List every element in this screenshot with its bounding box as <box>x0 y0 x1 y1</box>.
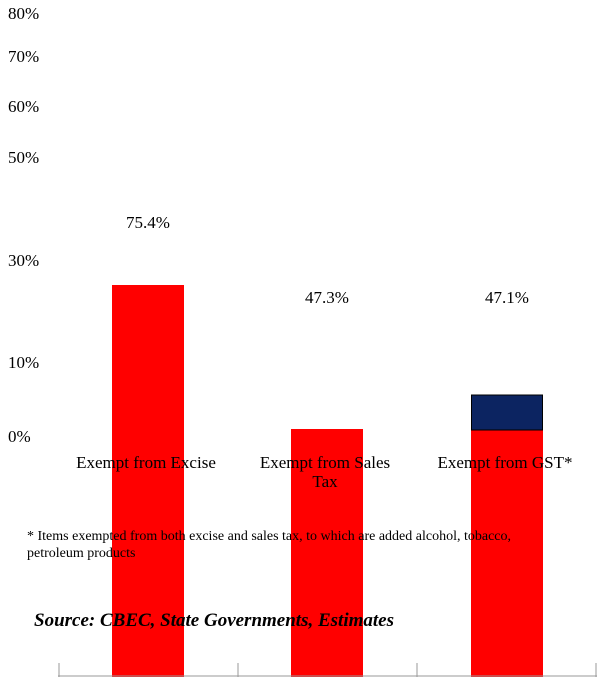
bar-2 <box>291 429 363 677</box>
category-label: Tax <box>312 472 338 491</box>
category-label: Exempt from Sales <box>260 453 390 472</box>
y-tick-label: 30% <box>8 251 39 270</box>
bars-layer <box>112 285 543 677</box>
bar-1 <box>112 285 184 677</box>
data-labels: 75.4% 47.3% 47.1% <box>126 213 529 307</box>
bar-3 <box>471 430 543 677</box>
x-axis <box>58 663 597 677</box>
bar-3-stack-top <box>471 394 543 431</box>
data-label: 47.1% <box>485 288 529 307</box>
data-label: 75.4% <box>126 213 170 232</box>
y-tick-label: 50% <box>8 148 39 167</box>
footnote: * Items exempted from both excise and sa… <box>27 529 511 561</box>
y-tick-label: 80% <box>8 4 39 23</box>
category-label: Exempt from Excise <box>76 453 216 472</box>
category-label: Exempt from GST* <box>437 453 572 472</box>
y-tick-label: 10% <box>8 353 39 372</box>
data-label: 47.3% <box>305 288 349 307</box>
y-tick-label: 0% <box>8 427 31 446</box>
y-tick-label: 70% <box>8 47 39 66</box>
y-tick-labels: 80% 70% 60% 50% 30% 10% 0% <box>8 4 39 446</box>
source-note: Source: CBEC, State Governments, Estimat… <box>34 610 394 631</box>
y-tick-label: 60% <box>8 97 39 116</box>
